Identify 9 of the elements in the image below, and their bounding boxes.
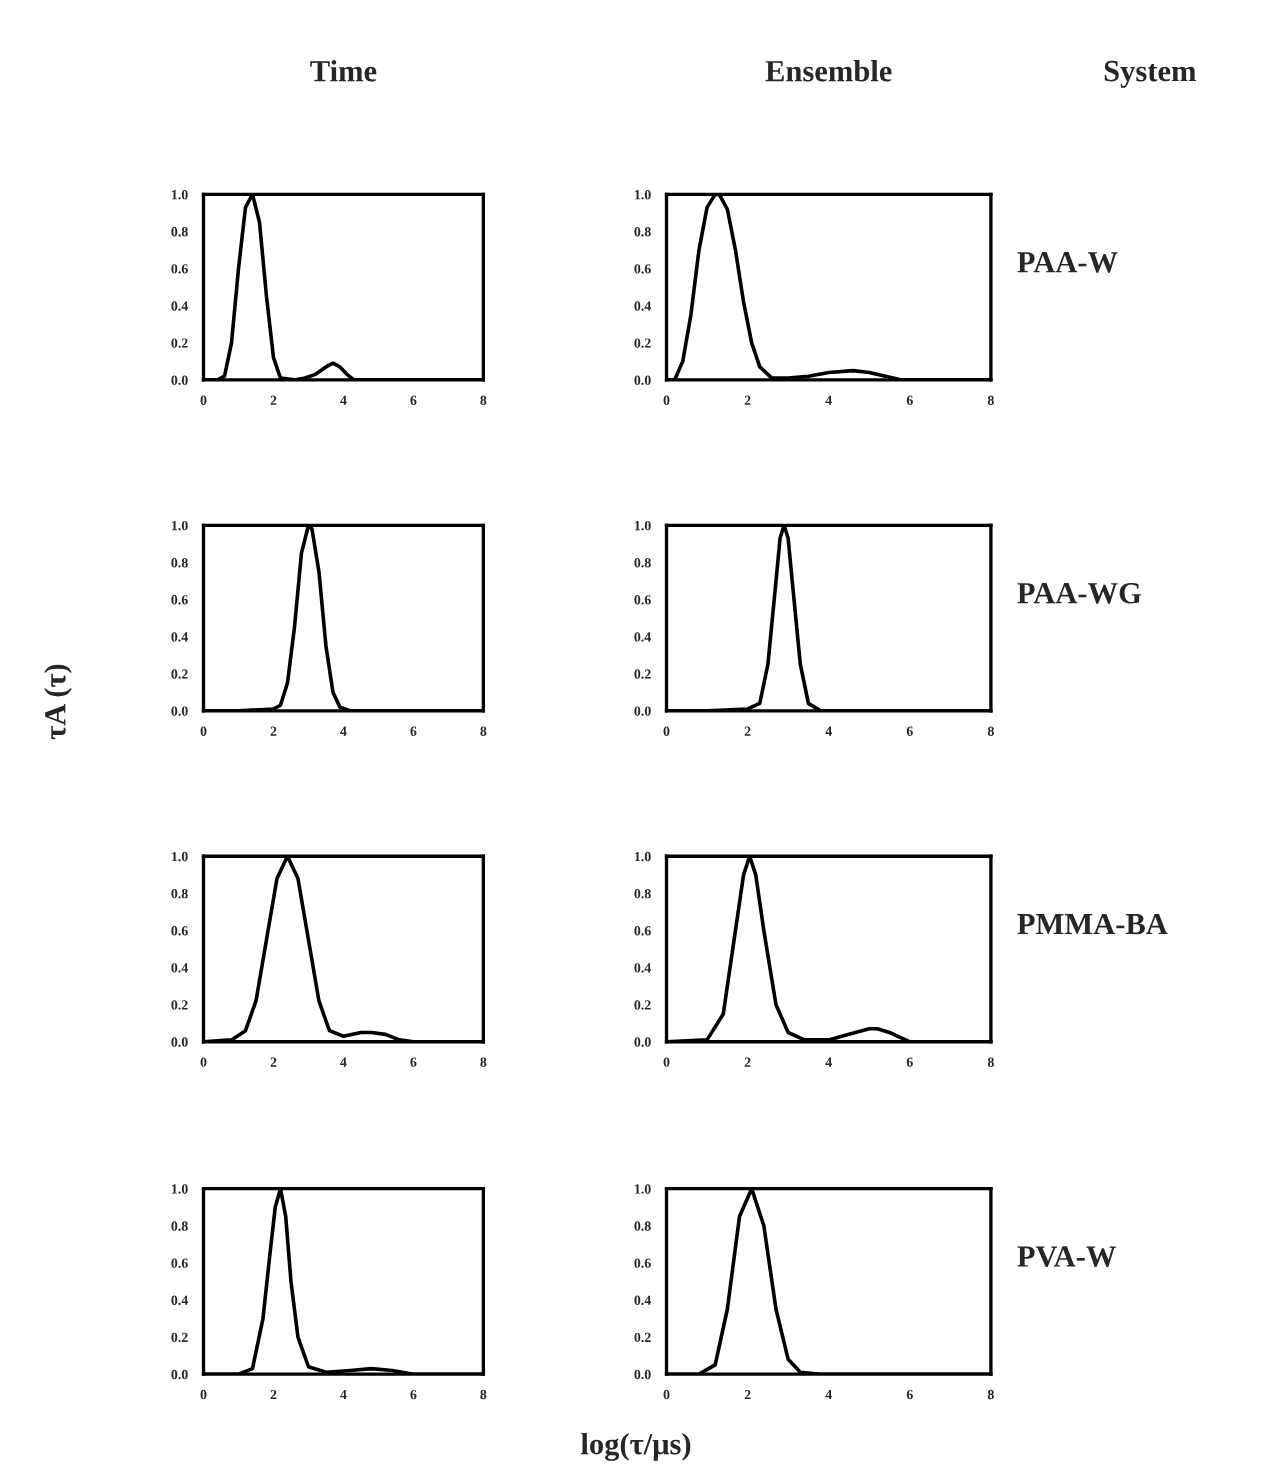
text: PAA-W [1017,252,1118,273]
x-axis-title: log(τ/μs) [581,1432,691,1461]
text: PVA-W [1017,1246,1116,1267]
chart-title: Time [310,59,377,82]
y-axis-title: τA (τ) [44,664,72,740]
text: PAA-WG [1017,582,1142,604]
chart-title: Ensemble [765,59,892,82]
text: PMMA-BA [1017,913,1168,935]
text: System [1104,60,1196,88]
